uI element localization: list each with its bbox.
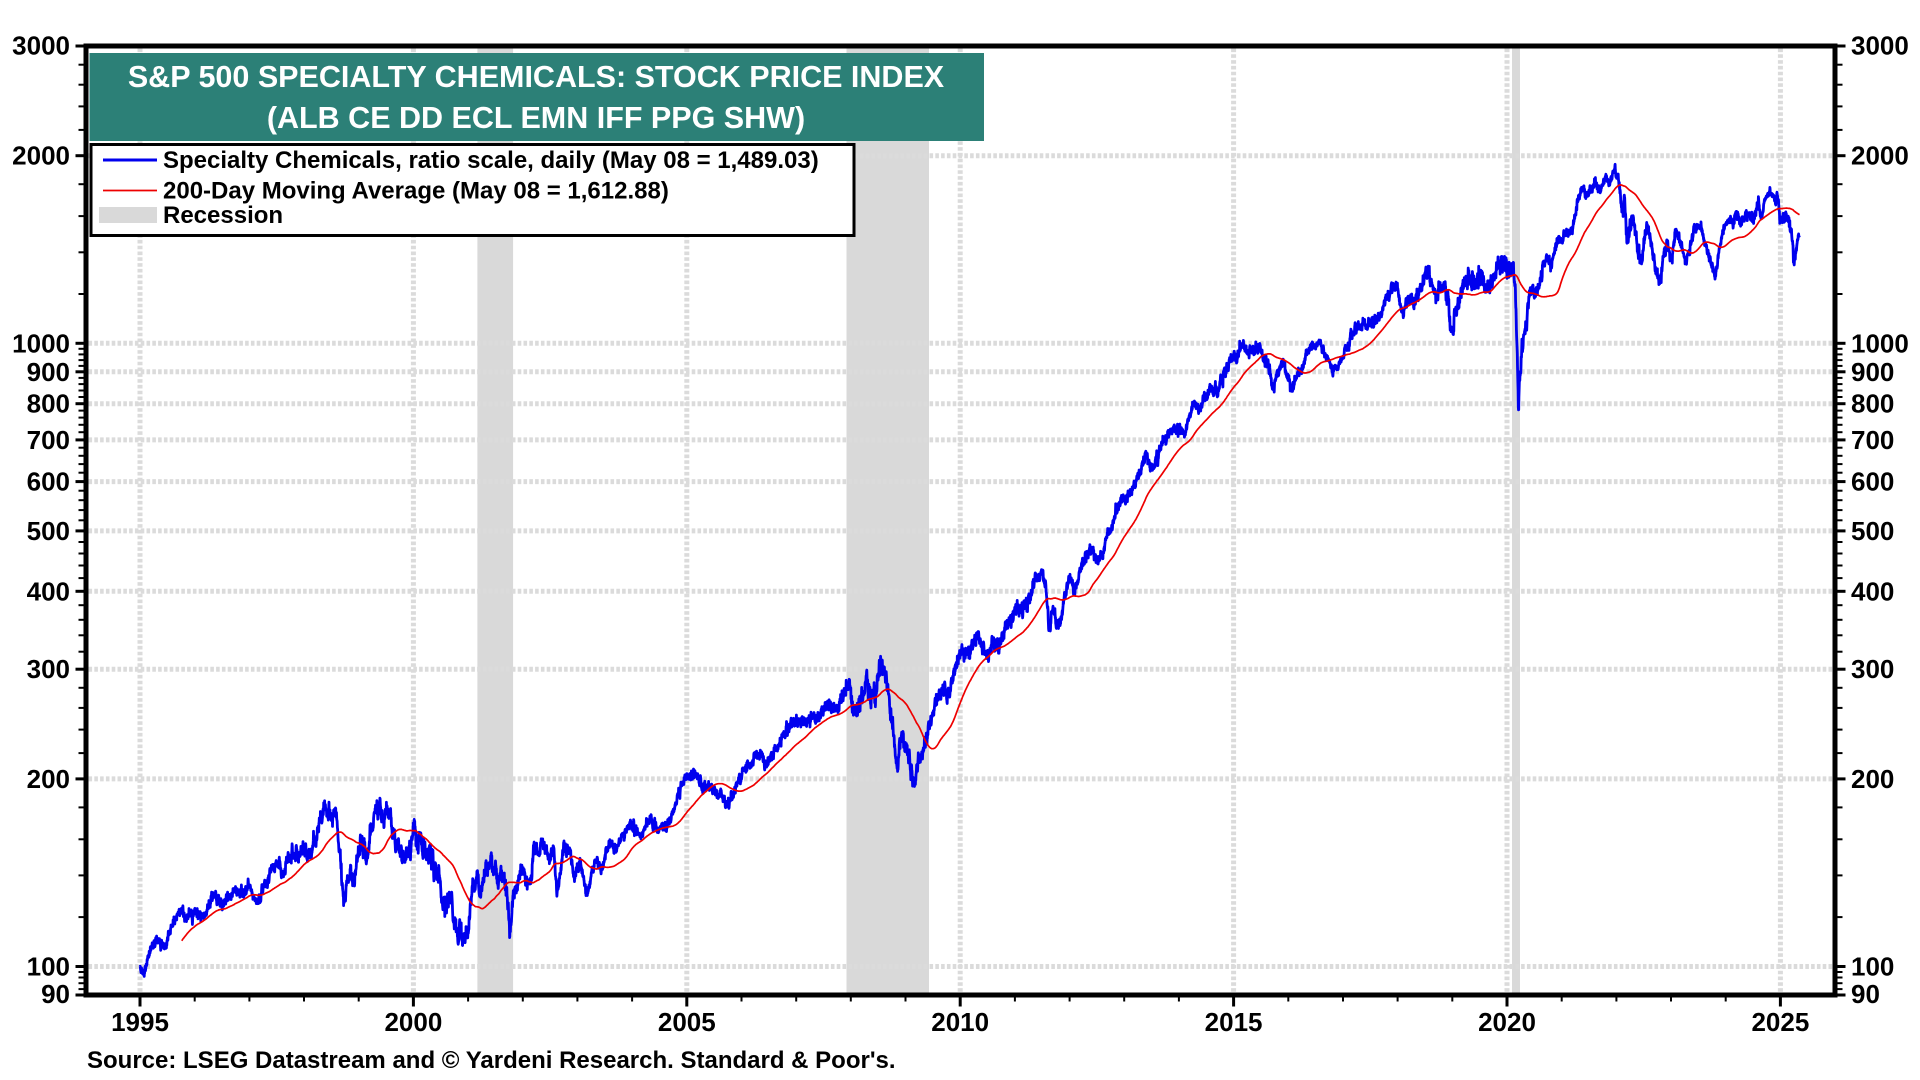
svg-text:2000: 2000 (384, 1007, 442, 1037)
svg-text:1000: 1000 (12, 328, 70, 358)
svg-text:300: 300 (27, 654, 70, 684)
svg-text:1000: 1000 (1851, 328, 1909, 358)
svg-text:600: 600 (27, 467, 70, 497)
svg-text:500: 500 (1851, 516, 1894, 546)
svg-text:800: 800 (1851, 389, 1894, 419)
svg-text:2010: 2010 (931, 1007, 989, 1037)
svg-text:1995: 1995 (111, 1007, 169, 1037)
svg-text:800: 800 (27, 389, 70, 419)
svg-text:(ALB CE DD ECL EMN IFF PPG SHW: (ALB CE DD ECL EMN IFF PPG SHW) (267, 101, 805, 135)
svg-text:400: 400 (27, 576, 70, 606)
svg-text:100: 100 (27, 952, 70, 982)
svg-text:700: 700 (1851, 425, 1894, 455)
svg-text:Source: LSEG Datastream and ©: Source: LSEG Datastream and © Yardeni Re… (87, 1047, 896, 1074)
svg-text:2015: 2015 (1205, 1007, 1263, 1037)
svg-text:90: 90 (41, 979, 70, 1009)
svg-text:2000: 2000 (12, 141, 70, 171)
svg-text:900: 900 (27, 357, 70, 387)
svg-text:Recession: Recession (163, 202, 283, 229)
svg-text:400: 400 (1851, 576, 1894, 606)
svg-text:900: 900 (1851, 357, 1894, 387)
svg-text:2000: 2000 (1851, 141, 1909, 171)
svg-text:90: 90 (1851, 979, 1880, 1009)
svg-text:200: 200 (27, 764, 70, 794)
svg-text:200: 200 (1851, 764, 1894, 794)
svg-text:3000: 3000 (1851, 30, 1909, 60)
svg-text:200-Day Moving Average (May 08: 200-Day Moving Average (May 08 = 1,612.8… (163, 178, 669, 205)
svg-text:3000: 3000 (12, 30, 70, 60)
svg-text:700: 700 (27, 425, 70, 455)
svg-text:2005: 2005 (658, 1007, 716, 1037)
svg-text:600: 600 (1851, 467, 1894, 497)
svg-text:300: 300 (1851, 654, 1894, 684)
svg-text:2025: 2025 (1751, 1007, 1809, 1037)
svg-text:S&P 500 SPECIALTY CHEMICALS: S: S&P 500 SPECIALTY CHEMICALS: STOCK PRICE… (128, 60, 945, 94)
svg-text:2020: 2020 (1478, 1007, 1536, 1037)
svg-text:500: 500 (27, 516, 70, 546)
svg-text:Specialty Chemicals, ratio sca: Specialty Chemicals, ratio scale, daily … (163, 147, 819, 174)
svg-text:100: 100 (1851, 952, 1894, 982)
